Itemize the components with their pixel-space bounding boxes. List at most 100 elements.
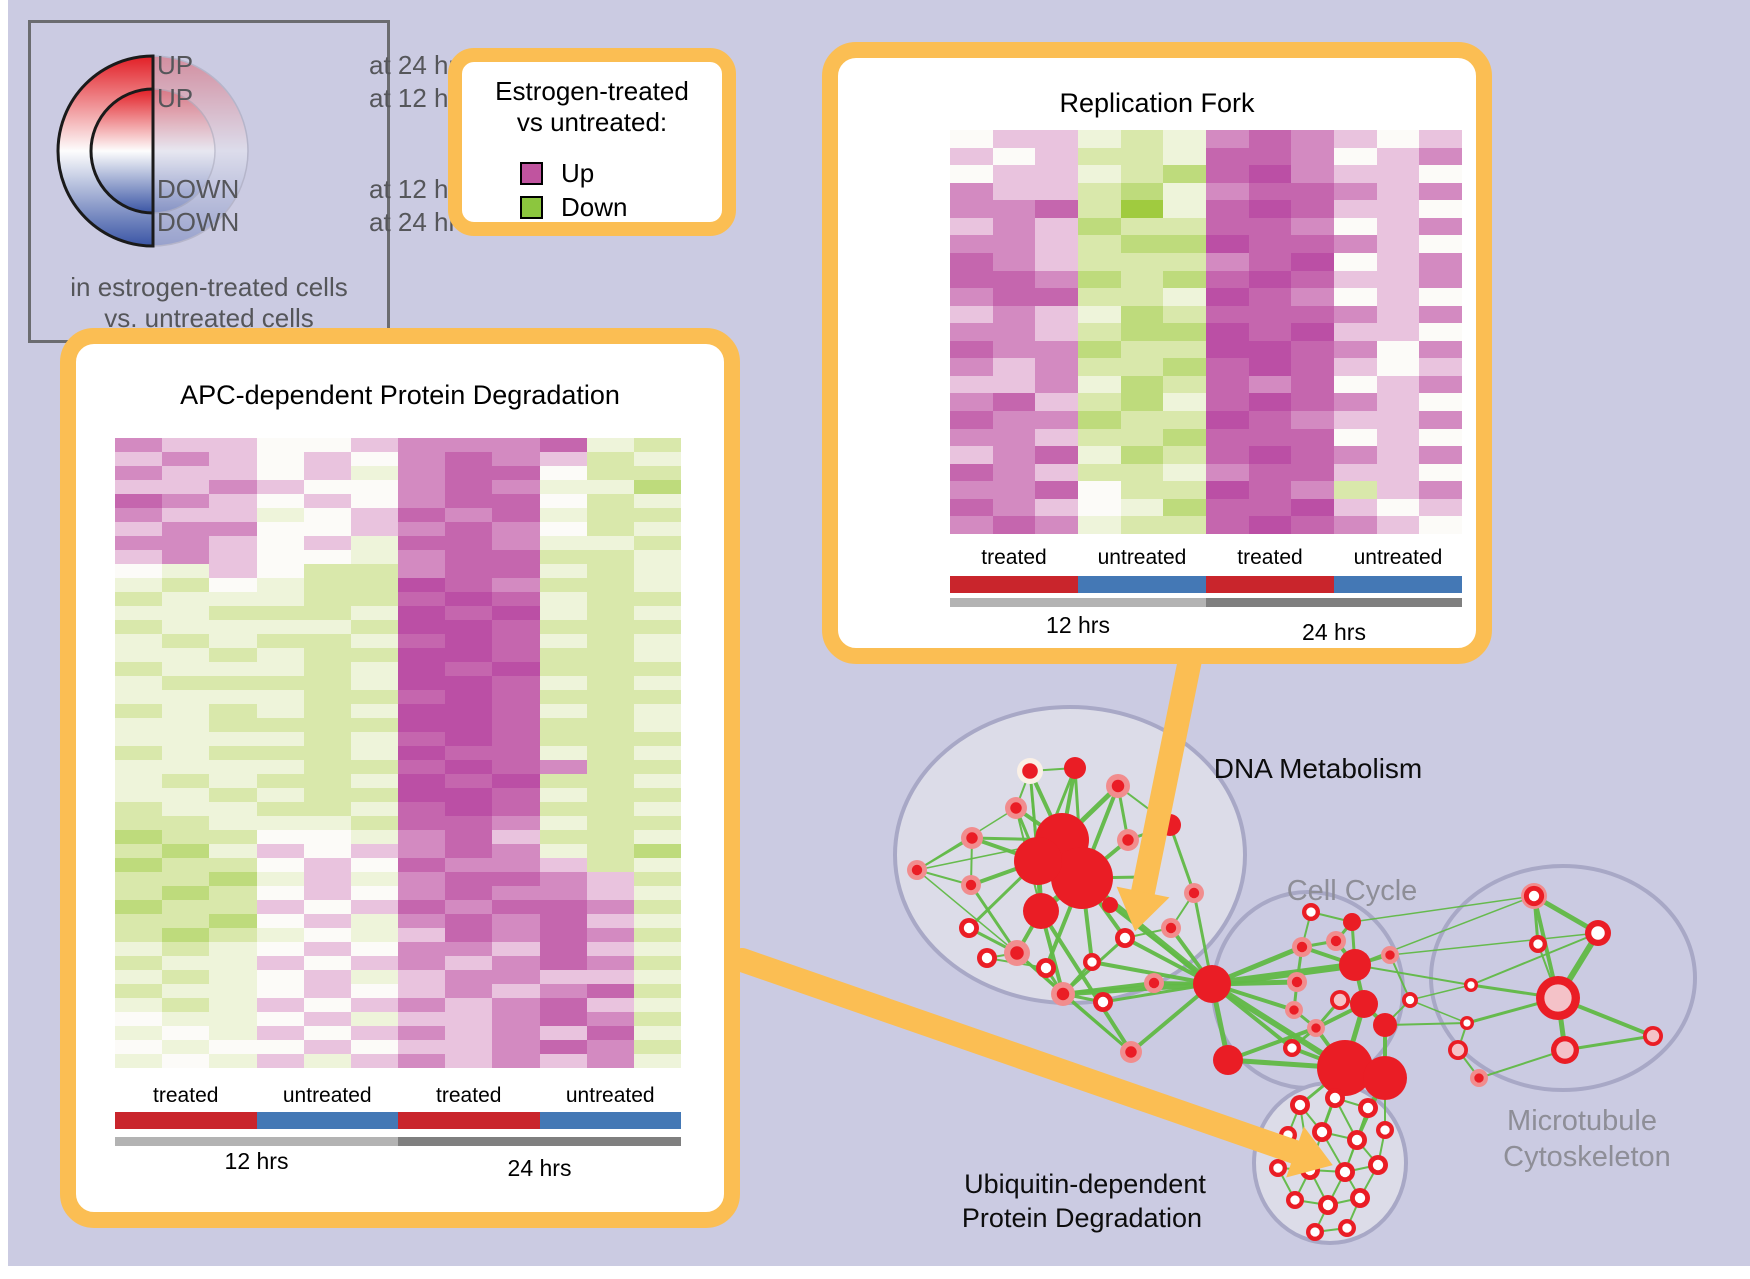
heatmap-cell — [586, 620, 634, 634]
heatmap-cell — [162, 844, 210, 858]
heatmap-cell — [492, 578, 540, 592]
heatmap-cell — [492, 690, 540, 704]
network-label: DNA Metabolism — [1214, 753, 1423, 784]
heatmap-cell — [398, 648, 446, 662]
heatmap-cell — [633, 508, 681, 522]
heatmap-cell — [992, 516, 1036, 534]
heatmap-cell — [303, 676, 351, 690]
heatmap-cell — [445, 956, 493, 970]
network-node-core — [1372, 1159, 1384, 1171]
heatmap-cell — [115, 718, 163, 732]
heatmap-cell — [256, 620, 304, 634]
heatmap-cell — [539, 830, 587, 844]
heatmap-cell — [586, 886, 634, 900]
heatmap-cell — [992, 358, 1036, 376]
heatmap-cell — [1248, 200, 1292, 218]
heatmap-cell — [950, 393, 993, 412]
heatmap-cell — [398, 438, 446, 452]
heatmap-cell — [1120, 340, 1164, 359]
heatmap-cell — [1419, 182, 1462, 201]
heatmap-cell — [350, 494, 398, 508]
heatmap-cell — [398, 984, 446, 998]
heatmap-cell — [1035, 481, 1078, 499]
heatmap-cell — [1206, 463, 1249, 482]
heatmap-cell — [539, 984, 587, 998]
heatmap-cell — [586, 718, 634, 732]
heatmap-cell — [950, 428, 993, 447]
heatmap-cell — [256, 802, 304, 816]
heatmap-cell — [950, 305, 993, 324]
network-node-core — [1354, 1192, 1366, 1204]
heatmap-cell — [350, 802, 398, 816]
heatmap-cell — [209, 872, 257, 886]
heatmap-cell — [1120, 147, 1164, 166]
heatmap-cell — [115, 676, 163, 690]
heatmap-cell — [115, 620, 163, 634]
heatmap-cell — [398, 970, 446, 984]
heatmap-cell — [1334, 165, 1377, 183]
heatmap-cell — [1248, 358, 1292, 376]
network-label: Protein Degradation — [962, 1203, 1202, 1233]
heatmap-cell — [350, 1026, 398, 1040]
heatmap-cell — [492, 830, 540, 844]
heatmap-cell — [1120, 235, 1164, 253]
heatmap-cell — [950, 323, 993, 341]
heatmap-cell — [633, 620, 681, 634]
heatmap-cell — [445, 774, 493, 788]
heatmap-cell — [1035, 428, 1078, 447]
heatmap-cell — [992, 375, 1036, 394]
heatmap-cell — [398, 662, 446, 676]
heatmap-cell — [1248, 323, 1292, 341]
heatmap-cell — [992, 446, 1036, 464]
network-node-core — [1122, 834, 1134, 846]
heatmap-cell — [1419, 130, 1462, 148]
heatmap-cell — [350, 718, 398, 732]
heatmap-cell — [256, 1026, 304, 1040]
heatmap-cell — [256, 508, 304, 522]
network-node-core — [1380, 1125, 1390, 1135]
heatmap-cell — [633, 984, 681, 998]
heatmap-cell — [303, 718, 351, 732]
heatmap-cell — [492, 844, 540, 858]
heatmap-cell — [1376, 393, 1420, 412]
heatmap-cell — [1206, 270, 1249, 289]
heatmap-cell — [445, 844, 493, 858]
heatmap-cell — [1120, 463, 1164, 482]
heatmap-cell — [633, 774, 681, 788]
heatmap-cell — [992, 463, 1036, 482]
network-node — [1102, 897, 1118, 913]
heatmap-cell — [1035, 393, 1078, 412]
heatmap-cell — [492, 900, 540, 914]
heatmap-cell — [162, 564, 210, 578]
network-node-core — [1188, 887, 1200, 899]
heatmap-cell — [633, 1012, 681, 1026]
heatmap-cell — [1163, 516, 1206, 534]
network-node-core — [1273, 1163, 1283, 1173]
heatmap-cell — [445, 634, 493, 648]
heatmap-cell — [1376, 428, 1420, 447]
heatmap-cell — [633, 900, 681, 914]
heatmap-cell — [398, 788, 446, 802]
heatmap-cell — [1163, 165, 1206, 183]
heatmap-cell — [1206, 481, 1249, 499]
heatmap-cell — [1334, 147, 1377, 166]
heatmap-cell — [162, 494, 210, 508]
treated-bar-segment — [1206, 576, 1334, 593]
heatmap-cell — [162, 634, 210, 648]
heatmap-cell — [1376, 235, 1420, 253]
heatmap-cell — [633, 844, 681, 858]
heatmap-cell — [350, 704, 398, 718]
heatmap-cell — [303, 494, 351, 508]
heatmap-cell — [539, 690, 587, 704]
network-node-core — [1544, 984, 1572, 1012]
heatmap-cell — [1120, 200, 1164, 218]
heatmap-cell — [586, 760, 634, 774]
heatmap-cell — [1206, 323, 1249, 341]
heatmap-cell — [303, 648, 351, 662]
apc-treated-untreated-bar — [115, 1112, 681, 1129]
network-edge — [1168, 823, 1196, 895]
heatmap-cell — [1419, 270, 1462, 289]
heatmap-cell — [633, 718, 681, 732]
heatmap-cell — [303, 550, 351, 564]
heatmap-cell — [1419, 340, 1462, 359]
